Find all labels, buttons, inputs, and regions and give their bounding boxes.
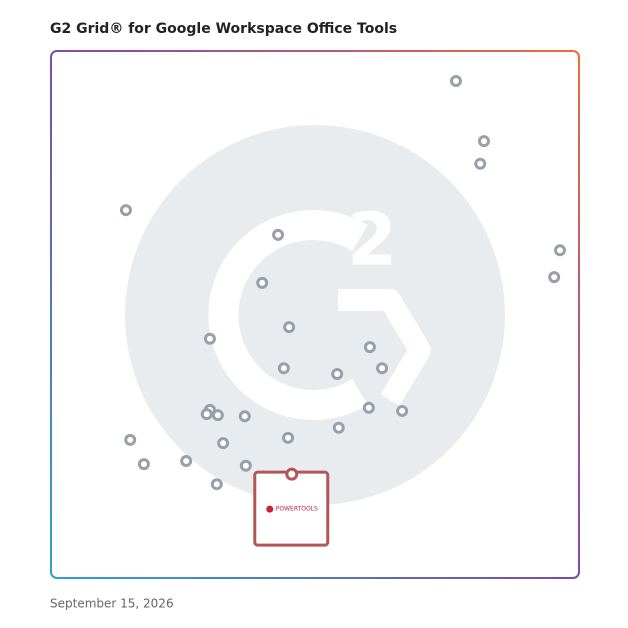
- point: [238, 410, 251, 423]
- point: [283, 321, 296, 334]
- point: [553, 244, 566, 257]
- point: [217, 437, 230, 450]
- point: [362, 401, 375, 414]
- point: [210, 478, 223, 491]
- point: [548, 271, 561, 284]
- svg-text:2: 2: [347, 198, 397, 282]
- point: [211, 409, 224, 422]
- highlight-logo: [266, 505, 274, 513]
- point: [200, 408, 213, 421]
- point: [474, 157, 487, 170]
- point: [449, 75, 462, 88]
- point: [477, 135, 490, 148]
- point: [137, 458, 150, 471]
- point: [277, 362, 290, 375]
- point: [203, 332, 216, 345]
- point: [119, 204, 132, 217]
- point: [363, 341, 376, 354]
- point: [332, 421, 345, 434]
- highlight-point: [285, 467, 299, 481]
- point: [272, 228, 285, 241]
- point: [396, 404, 409, 417]
- point: [124, 433, 137, 446]
- point: [180, 455, 193, 468]
- point: [282, 431, 295, 444]
- point: [331, 368, 344, 381]
- point: [376, 362, 389, 375]
- point: [256, 276, 269, 289]
- chart-title: G2 Grid® for Google Workspace Office Too…: [50, 21, 397, 37]
- highlight-label: POWERTOOLS: [276, 506, 318, 513]
- point: [239, 459, 252, 472]
- date: September 15, 2026: [50, 597, 174, 611]
